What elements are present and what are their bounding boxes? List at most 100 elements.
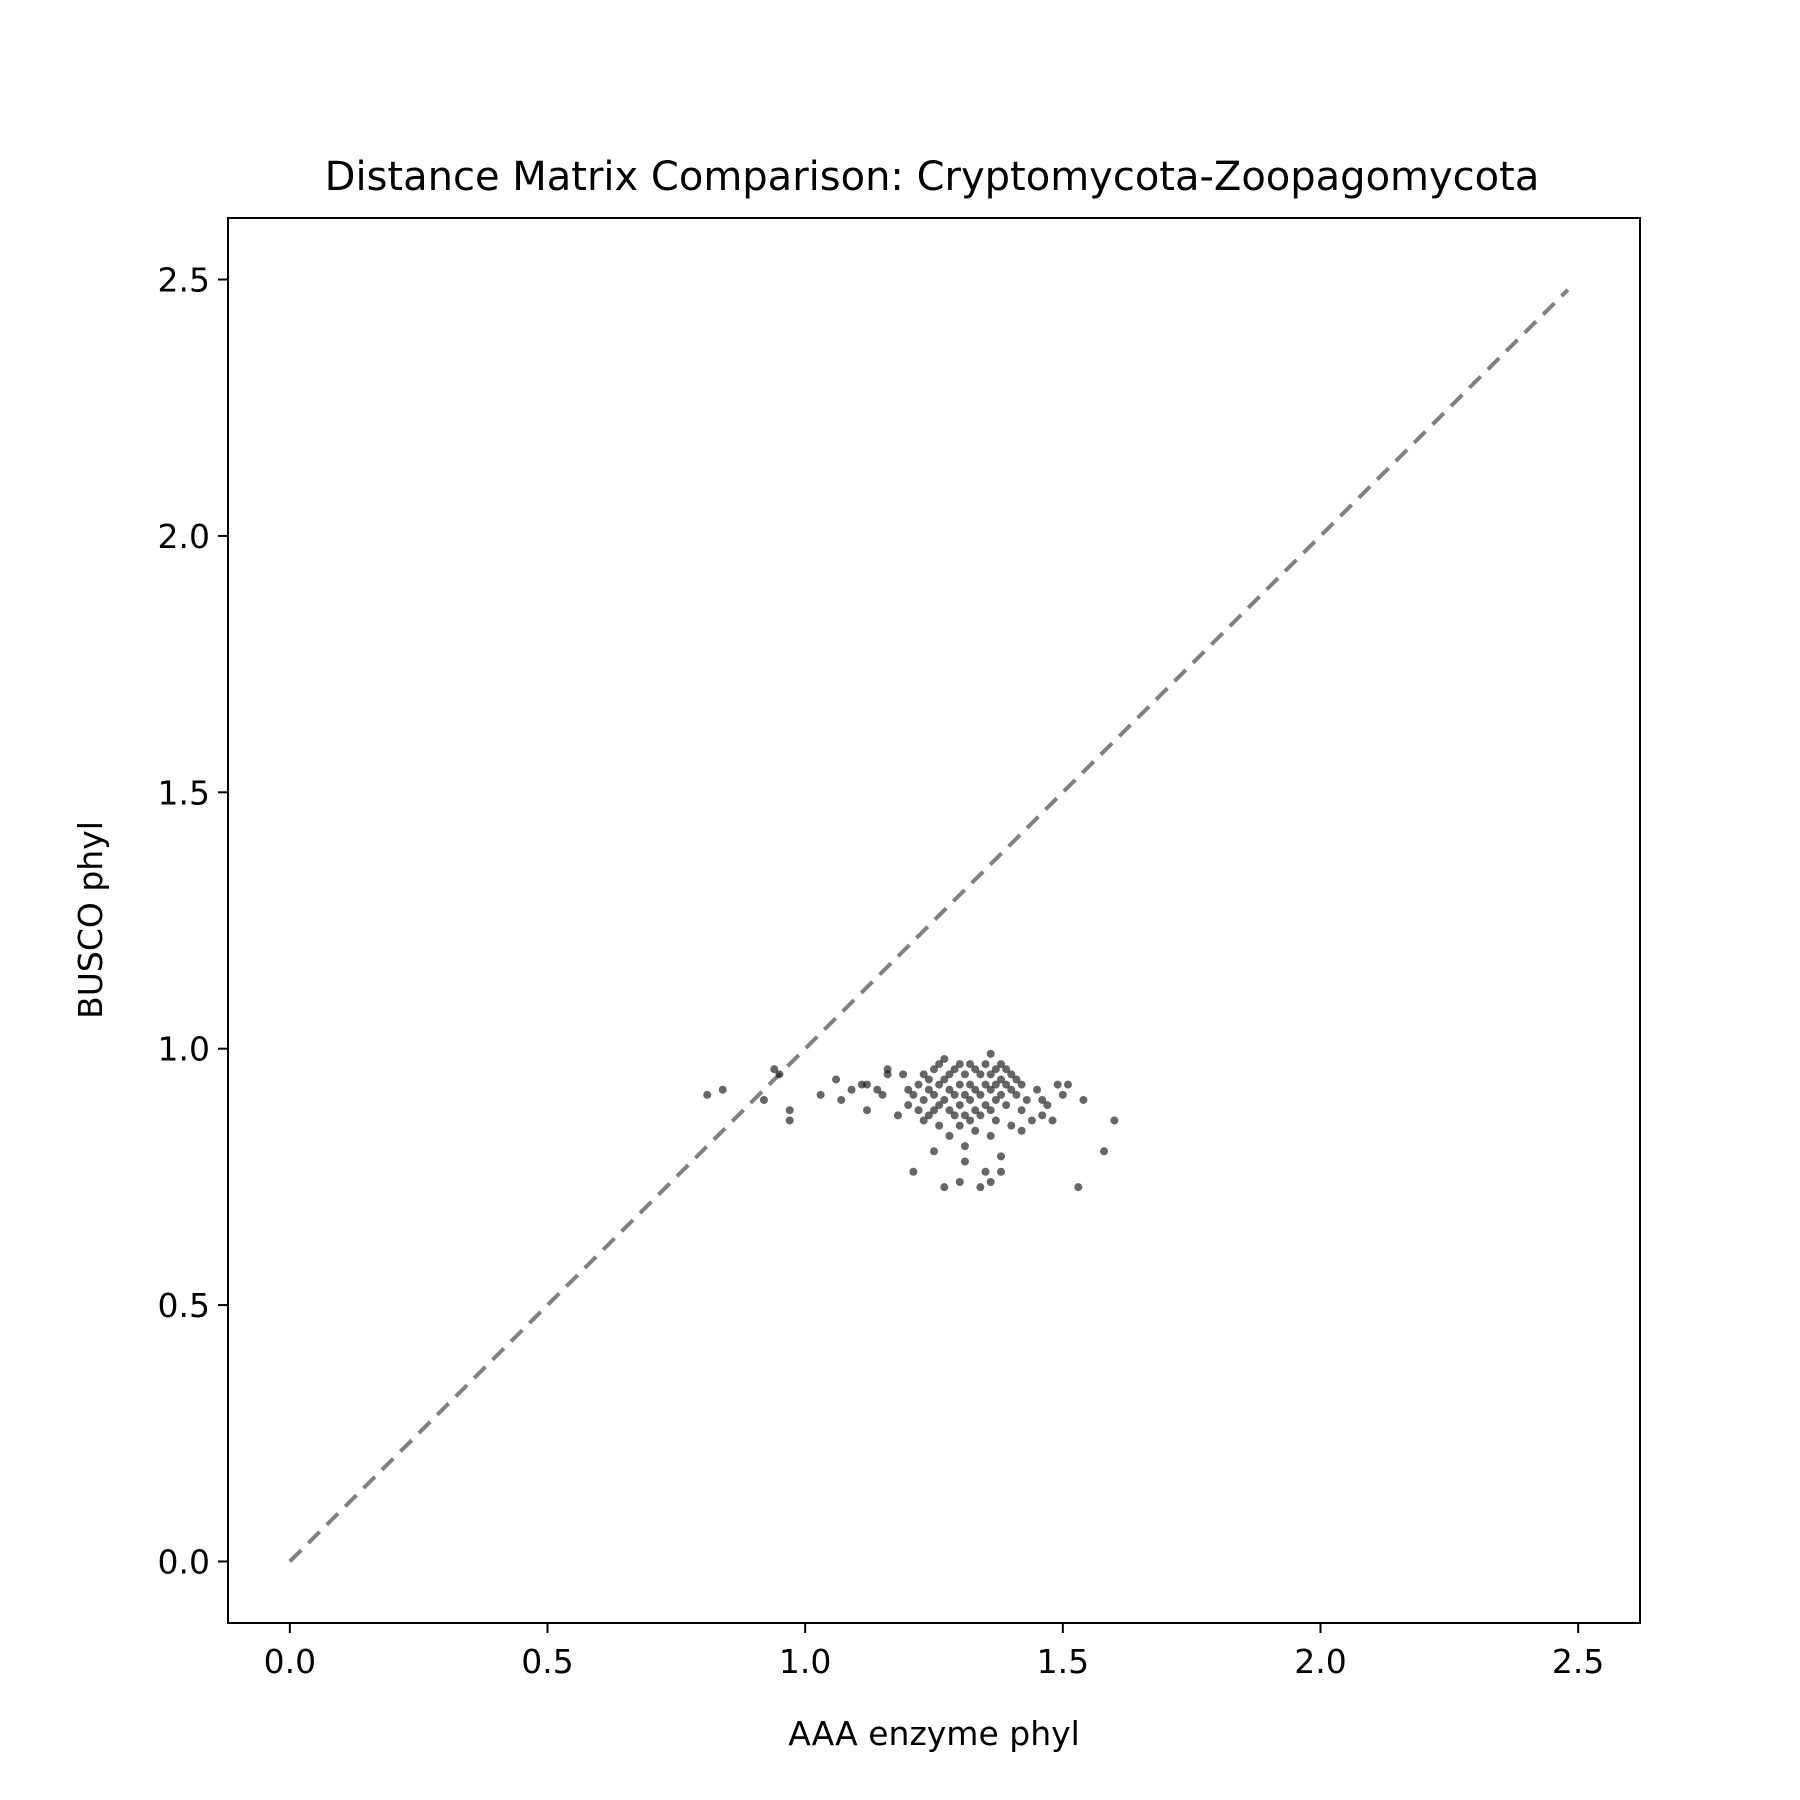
- data-point: [986, 1085, 995, 1094]
- data-point: [1063, 1080, 1072, 1089]
- data-point: [996, 1152, 1005, 1161]
- data-point: [955, 1080, 964, 1089]
- data-point: [976, 1070, 985, 1079]
- data-point: [899, 1070, 908, 1079]
- data-point: [966, 1060, 975, 1069]
- x-axis-label: AAA enzyme phyl: [788, 1714, 1080, 1753]
- data-point: [930, 1090, 938, 1099]
- x-tick-label: 1.0: [779, 1642, 831, 1681]
- y-tick-label: 0.5: [158, 1286, 210, 1325]
- data-point: [863, 1080, 872, 1089]
- data-point: [986, 1106, 995, 1115]
- data-point: [960, 1111, 969, 1120]
- data-point: [981, 1101, 990, 1110]
- data-point: [966, 1080, 975, 1089]
- data-point: [986, 1178, 995, 1187]
- data-point: [955, 1178, 964, 1187]
- data-point: [935, 1080, 944, 1089]
- x-tick-label: 0.5: [521, 1642, 573, 1681]
- data-point: [996, 1075, 1005, 1084]
- data-point: [971, 1126, 980, 1135]
- data-point: [924, 1075, 933, 1084]
- data-point: [935, 1121, 944, 1130]
- chart-title: Distance Matrix Comparison: Cryptomycota…: [325, 154, 1540, 200]
- data-point: [976, 1090, 985, 1099]
- data-point: [816, 1090, 825, 1099]
- x-tick-label: 0.0: [264, 1642, 316, 1681]
- data-point: [935, 1101, 944, 1110]
- y-tick-label: 2.5: [158, 261, 210, 300]
- data-point: [930, 1106, 938, 1115]
- data-point: [981, 1060, 990, 1069]
- data-point: [883, 1070, 892, 1079]
- data-point: [924, 1085, 933, 1094]
- data-point: [945, 1131, 954, 1140]
- data-point: [703, 1090, 712, 1099]
- data-point: [945, 1085, 954, 1094]
- reference-line-layer: [288, 288, 1570, 1563]
- data-point: [1100, 1147, 1109, 1156]
- data-point: [986, 1131, 995, 1140]
- points-layer: [703, 1049, 1119, 1192]
- data-point: [960, 1157, 969, 1166]
- data-point: [930, 1065, 938, 1074]
- data-point: [991, 1080, 1000, 1089]
- data-point: [996, 1167, 1005, 1176]
- data-point: [919, 1095, 928, 1104]
- data-point: [960, 1070, 969, 1079]
- x-tick-label: 1.5: [1037, 1642, 1089, 1681]
- data-point: [950, 1090, 959, 1099]
- data-point: [863, 1106, 872, 1115]
- data-point: [1002, 1080, 1011, 1089]
- y-tick-label: 1.5: [158, 773, 210, 812]
- data-point: [940, 1075, 949, 1084]
- data-point: [940, 1183, 949, 1192]
- data-point: [1007, 1070, 1016, 1079]
- data-point: [1017, 1126, 1026, 1135]
- x-tick-label: 2.5: [1552, 1642, 1604, 1681]
- data-point: [1048, 1116, 1057, 1125]
- data-point: [770, 1065, 779, 1074]
- data-point: [924, 1111, 933, 1120]
- data-point: [1043, 1101, 1052, 1110]
- data-point: [1027, 1116, 1036, 1125]
- y-tick-label: 2.0: [158, 517, 210, 556]
- data-point: [832, 1075, 841, 1084]
- data-point: [1038, 1095, 1047, 1104]
- data-point: [1017, 1106, 1026, 1115]
- data-point: [935, 1060, 944, 1069]
- data-point: [1058, 1090, 1067, 1099]
- data-point: [1033, 1085, 1042, 1094]
- data-point: [976, 1183, 985, 1192]
- data-point: [914, 1080, 923, 1089]
- data-point: [1074, 1183, 1083, 1192]
- y-tick-label: 0.0: [158, 1542, 210, 1581]
- data-point: [1079, 1095, 1088, 1104]
- data-point: [996, 1090, 1005, 1099]
- data-point: [971, 1085, 980, 1094]
- data-point: [986, 1070, 995, 1079]
- y-tick-label: 1.0: [158, 1030, 210, 1069]
- data-point: [930, 1147, 938, 1156]
- data-point: [1007, 1085, 1016, 1094]
- data-point: [893, 1111, 902, 1120]
- data-point: [945, 1070, 954, 1079]
- data-point: [940, 1095, 949, 1104]
- data-point: [1012, 1075, 1021, 1084]
- data-point: [950, 1111, 959, 1120]
- data-point: [837, 1095, 846, 1104]
- data-point: [976, 1111, 985, 1120]
- data-point: [991, 1116, 1000, 1125]
- data-point: [950, 1065, 959, 1074]
- data-point: [775, 1070, 784, 1079]
- y-axis-label: BUSCO phyl: [71, 821, 110, 1019]
- data-point: [785, 1106, 794, 1115]
- data-point: [1022, 1095, 1031, 1104]
- data-point: [785, 1116, 794, 1125]
- data-point: [1038, 1111, 1047, 1120]
- data-point: [904, 1085, 913, 1094]
- axes: 0.0 0.5 1.0 1.5 2.0 2.5 0.0 0.5 1.0 1.5 2.0 2.5: [158, 261, 1605, 1681]
- data-point: [991, 1065, 1000, 1074]
- data-point: [996, 1060, 1005, 1069]
